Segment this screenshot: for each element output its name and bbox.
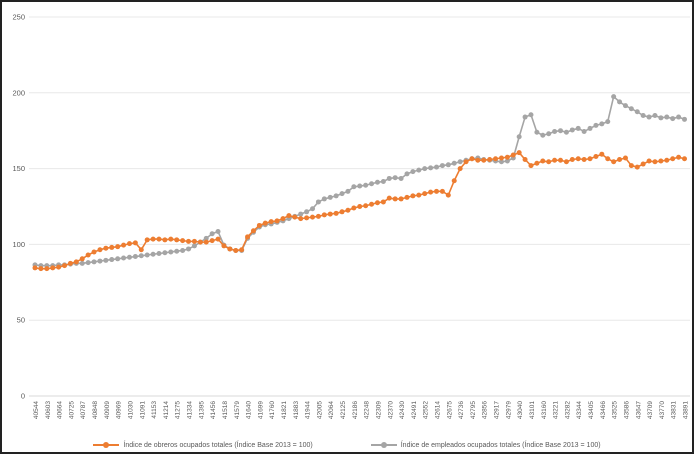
svg-text:100: 100 <box>12 240 25 249</box>
legend-item-obreros: Índice de obreros ocupados totales (Índi… <box>93 441 313 449</box>
svg-text:200: 200 <box>12 88 25 97</box>
svg-text:41944: 41944 <box>305 401 312 419</box>
svg-text:40909: 40909 <box>104 401 111 419</box>
legend-label-obreros: Índice de obreros ocupados totales (Índi… <box>123 441 313 449</box>
svg-text:42979: 42979 <box>505 401 512 419</box>
svg-text:40603: 40603 <box>45 401 52 419</box>
legend-marker-empleados-icon <box>370 441 397 449</box>
legend-label-empleados: Índice de empleados ocupados totales (Ín… <box>400 441 601 449</box>
svg-text:41395: 41395 <box>198 401 205 419</box>
svg-text:43831: 43831 <box>671 401 678 419</box>
svg-text:43525: 43525 <box>612 401 619 419</box>
svg-text:40787: 40787 <box>80 401 87 419</box>
svg-text:42736: 42736 <box>458 401 465 419</box>
svg-text:41821: 41821 <box>281 401 288 419</box>
svg-text:42614: 42614 <box>435 401 442 419</box>
svg-text:43282: 43282 <box>564 401 571 419</box>
svg-text:42064: 42064 <box>328 401 335 419</box>
svg-text:42856: 42856 <box>482 401 489 419</box>
svg-text:250: 250 <box>12 13 25 22</box>
svg-text:43101: 43101 <box>529 401 536 419</box>
svg-text:43221: 43221 <box>553 401 560 419</box>
legend-marker-obreros-icon <box>93 441 120 449</box>
svg-text:41153: 41153 <box>151 401 158 419</box>
svg-text:41640: 41640 <box>246 401 253 419</box>
svg-text:42186: 42186 <box>352 401 359 419</box>
svg-text:42795: 42795 <box>470 401 477 419</box>
svg-text:43647: 43647 <box>635 401 642 419</box>
svg-text:50: 50 <box>17 316 25 325</box>
svg-text:150: 150 <box>12 164 25 173</box>
svg-text:42309: 42309 <box>375 401 382 419</box>
svg-text:41760: 41760 <box>269 401 276 419</box>
svg-text:40725: 40725 <box>68 401 75 419</box>
legend-item-empleados: Índice de empleados ocupados totales (Ín… <box>370 441 601 449</box>
svg-text:41030: 41030 <box>127 401 134 419</box>
svg-text:0: 0 <box>21 392 25 401</box>
svg-text:42675: 42675 <box>446 401 453 419</box>
svg-text:41579: 41579 <box>234 401 241 419</box>
svg-text:41091: 41091 <box>139 401 146 419</box>
svg-text:42491: 42491 <box>411 401 418 419</box>
svg-text:43160: 43160 <box>541 401 548 419</box>
svg-text:41275: 41275 <box>175 401 182 419</box>
svg-text:41518: 41518 <box>222 401 229 419</box>
svg-text:42125: 42125 <box>340 401 347 419</box>
svg-text:43040: 43040 <box>517 401 524 419</box>
svg-text:42552: 42552 <box>423 401 430 419</box>
svg-text:42005: 42005 <box>316 401 323 419</box>
svg-text:41883: 41883 <box>293 401 300 419</box>
svg-text:43344: 43344 <box>576 401 583 419</box>
svg-text:42430: 42430 <box>399 401 406 419</box>
svg-text:43770: 43770 <box>659 401 666 419</box>
svg-text:43709: 43709 <box>647 401 654 419</box>
svg-text:41334: 41334 <box>187 401 194 419</box>
svg-text:41699: 41699 <box>257 401 264 419</box>
chart-legend: Índice de obreros ocupados totales (Índi… <box>2 441 692 449</box>
svg-text:43466: 43466 <box>600 401 607 419</box>
svg-text:43891: 43891 <box>683 401 690 419</box>
svg-text:42917: 42917 <box>494 401 501 419</box>
svg-text:42370: 42370 <box>387 401 394 419</box>
svg-text:41214: 41214 <box>163 401 170 419</box>
svg-text:42248: 42248 <box>364 401 371 419</box>
svg-text:43586: 43586 <box>623 401 630 419</box>
svg-text:43405: 43405 <box>588 401 595 419</box>
svg-text:40848: 40848 <box>92 401 99 419</box>
svg-text:40544: 40544 <box>33 401 40 419</box>
svg-text:40664: 40664 <box>57 401 64 419</box>
svg-text:40969: 40969 <box>116 401 123 419</box>
svg-text:41456: 41456 <box>210 401 217 419</box>
